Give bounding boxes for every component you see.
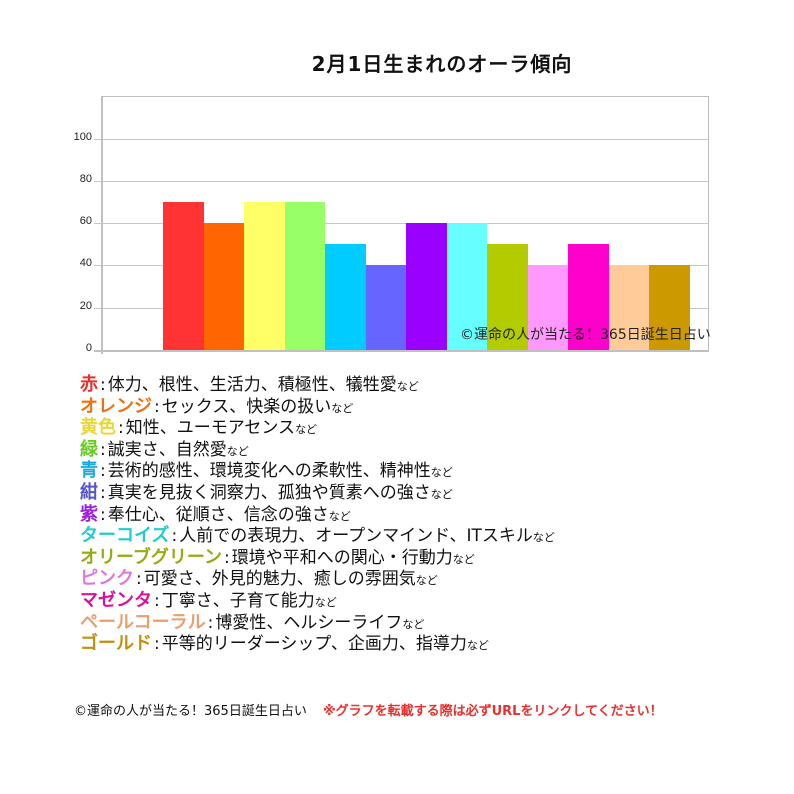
legend-separator: :	[154, 396, 160, 417]
legend-color-name: 赤	[80, 374, 98, 395]
bar	[203, 223, 244, 350]
legend-suffix: など	[415, 574, 438, 588]
y-tick: 40	[79, 257, 92, 269]
bar	[284, 201, 325, 350]
legend-row: 紺: 真実を見抜く洞察力、孤独や質素への強さなど	[80, 482, 555, 504]
legend-description: セックス、快楽の扱い	[161, 396, 332, 417]
legend-color-name: ゴールド	[80, 633, 152, 655]
legend-row: ゴールド: 平等的リーダーシップ、企画力、指導力など	[80, 633, 555, 655]
bar	[608, 265, 649, 350]
y-tick: 60	[79, 215, 92, 227]
gridline-60	[94, 223, 709, 224]
legend-color-name: 紺	[80, 481, 98, 503]
legend-description: 誠実さ、自然愛	[107, 439, 227, 460]
y-tick: 100	[73, 131, 92, 143]
legend-description: 奉仕心、従順さ、信念の強さ	[107, 504, 329, 525]
legend-color-name: ペールコーラル	[80, 611, 206, 633]
y-tick: 80	[79, 173, 92, 185]
legend-suffix: など	[430, 487, 453, 501]
legend-separator: :	[100, 375, 106, 395]
legend-suffix: など	[396, 380, 419, 393]
legend-suffix: など	[226, 444, 249, 458]
legend-row: オレンジ: セックス、快楽の扱いなど	[80, 396, 555, 418]
legend-row: 緑: 誠実さ、自然愛など	[80, 439, 555, 461]
legend-separator: :	[100, 461, 106, 482]
legend-description: 芸術的感性、環境変化への柔軟性、精神性	[107, 461, 431, 482]
legend-color-name: ピンク	[80, 568, 134, 590]
legend-suffix: など	[430, 466, 453, 480]
legend-separator: :	[154, 634, 160, 655]
legend-color-name: 紫	[80, 503, 98, 525]
gridline-80	[94, 181, 709, 182]
legend-color-name: オリーブグリーン	[80, 546, 223, 568]
bar	[244, 201, 285, 350]
legend-color-name: ターコイズ	[80, 525, 170, 547]
gridline-100	[94, 139, 709, 140]
legend-row: マゼンタ: 丁寧さ、子育て能力など	[80, 590, 555, 612]
legend-description: 丁寧さ、子育て能力	[161, 590, 315, 611]
legend-separator: :	[207, 612, 214, 633]
color-legend: 赤: 体力、根性、生活力、積極性、犠牲愛など オレンジ: セックス、快楽の扱いなど 黄色…	[80, 374, 555, 655]
legend-suffix: など	[314, 595, 337, 609]
legend-suffix: など	[402, 617, 425, 631]
legend-separator: :	[118, 418, 124, 439]
legend-separator: :	[100, 482, 106, 503]
legend-row: オリーブグリーン: 環境や平和への関心・行動力など	[80, 547, 555, 569]
footer-copyright: ©運命の人が当たる！365日誕生日占い	[74, 704, 307, 719]
legend-row: 赤: 体力、根性、生活力、積極性、犠牲愛など	[80, 374, 555, 396]
legend-color-name: 緑	[80, 438, 98, 460]
legend-row: ターコイズ: 人前での表現力、オープンマインド、ITスキルなど	[80, 525, 555, 547]
bar-chart: 100 80 60 40 20 0 ©運命の人が当たる！365日誕生日占い	[0, 0, 794, 370]
bar	[365, 265, 406, 350]
chart-title: 2月1日生まれのオーラ傾向	[311, 52, 573, 76]
legend-description: 平等的リーダーシップ、企画力、指導力	[161, 634, 467, 655]
y-axis	[101, 96, 103, 354]
legend-description: 人前での表現力、オープンマインド、ITスキル	[179, 526, 533, 547]
legend-suffix: など	[331, 401, 354, 415]
legend-color-name: 青	[80, 460, 98, 482]
legend-color-name: 黄色	[80, 417, 116, 439]
legend-row: 黄色: 知性、ユーモアセンスなど	[80, 417, 555, 439]
legend-description: 知性、ユーモアセンス	[125, 418, 296, 439]
legend-color-name: オレンジ	[80, 395, 152, 417]
bar	[446, 223, 487, 350]
legend-separator: :	[100, 439, 106, 460]
legend-description: 可愛さ、外見的魅力、癒しの雰囲気	[143, 569, 416, 590]
legend-suffix: など	[532, 531, 555, 545]
legend-suffix: など	[466, 639, 489, 653]
legend-description: 博愛性、ヘルシーライフ	[215, 612, 403, 633]
legend-separator: :	[100, 504, 106, 525]
legend-description: 真実を見抜く洞察力、孤独や質素への強さ	[107, 482, 431, 503]
chart-watermark: ©運命の人が当たる！365日誕生日占い	[460, 327, 711, 343]
legend-color-name: マゼンタ	[80, 589, 152, 611]
footer: ©運命の人が当たる！365日誕生日占い ※グラフを転載する際は必ずURLをリンク…	[74, 700, 663, 719]
bar	[527, 265, 568, 350]
legend-description: 体力、根性、生活力、積極性、犠牲愛	[107, 375, 397, 395]
bar	[406, 223, 447, 350]
y-tick: 20	[79, 300, 92, 312]
legend-description: 環境や平和への関心・行動力	[231, 547, 453, 568]
legend-row: ピンク: 可愛さ、外見的魅力、癒しの雰囲気など	[80, 568, 555, 590]
x-axis	[94, 350, 709, 352]
footer-repost-note: ※グラフを転載する際は必ずURLをリンクしてください！	[322, 704, 663, 719]
bar	[649, 265, 690, 350]
bar	[568, 244, 609, 350]
legend-separator: :	[154, 590, 160, 611]
bar	[325, 244, 366, 350]
legend-separator: :	[136, 569, 142, 590]
legend-separator: :	[171, 526, 178, 547]
legend-row: ペールコーラル: 博愛性、ヘルシーライフなど	[80, 612, 555, 634]
legend-row: 紫: 奉仕心、従順さ、信念の強さなど	[80, 504, 555, 526]
legend-row: 青: 芸術的感性、環境変化への柔軟性、精神性など	[80, 460, 555, 482]
y-tick: 0	[85, 342, 92, 354]
bar	[163, 201, 204, 350]
legend-suffix: など	[295, 423, 318, 437]
bar	[487, 244, 528, 350]
legend-suffix: など	[452, 552, 475, 566]
legend-suffix: など	[328, 509, 351, 523]
legend-separator: :	[224, 547, 230, 568]
